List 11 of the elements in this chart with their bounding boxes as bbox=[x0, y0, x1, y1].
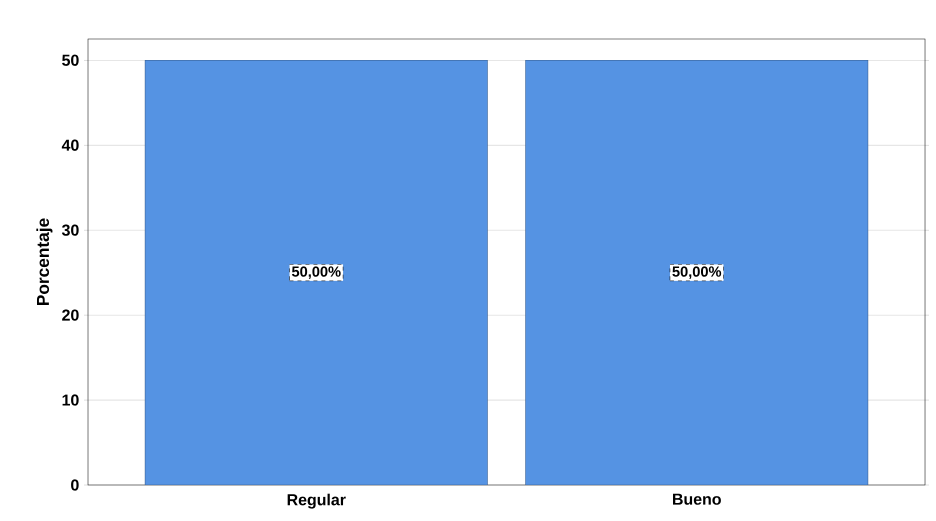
data-label: 50,00% bbox=[292, 266, 341, 279]
data-label: 50,00% bbox=[672, 266, 722, 279]
y-tick-label: 10 bbox=[62, 394, 79, 406]
y-tick-label: 30 bbox=[62, 224, 79, 236]
y-tick-label: 0 bbox=[71, 479, 79, 491]
y-axis-title: Porcentaje bbox=[36, 218, 52, 306]
y-tick-label: 50 bbox=[62, 54, 79, 66]
x-tick-label: Bueno bbox=[673, 494, 721, 505]
y-tick-label: 40 bbox=[62, 140, 79, 151]
x-tick-label: Regular bbox=[288, 494, 346, 509]
y-tick-label: 20 bbox=[62, 309, 79, 321]
